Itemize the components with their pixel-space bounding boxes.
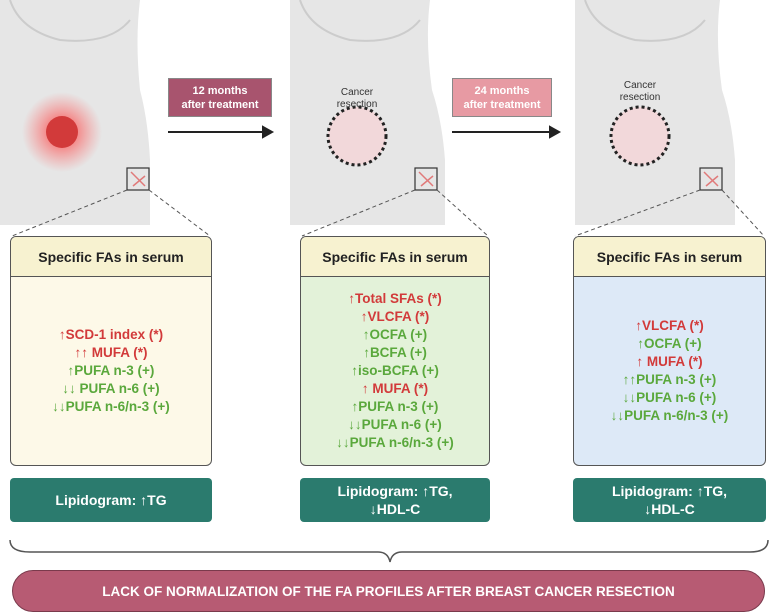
fa-item: ↓↓PUFA n-6/n-3 (+) (336, 435, 454, 450)
stage-label: 24 months after treatment (452, 78, 552, 117)
fa-item: ↑OCFA (+) (362, 327, 428, 342)
fa-item: ↓↓PUFA n-6/n-3 (+) (610, 408, 729, 423)
resection-line: Cancer (340, 87, 374, 98)
lipidogram: Lipidogram: ↑TG, ↓HDL-C (300, 478, 490, 522)
fa-list: ↑Total SFAs (*) ↑VLCFA (*) ↑OCFA (+) ↑BCFA … (301, 277, 489, 465)
brace (9, 539, 769, 563)
resection-line: Cancer (623, 80, 657, 91)
lipidogram-line: Lipidogram: ↑TG, (611, 483, 728, 499)
panel-header: Specific FAs in serum (11, 237, 211, 277)
lipidogram: Lipidogram: ↑TG (10, 478, 212, 522)
figure-3 (575, 0, 735, 225)
resection-line: resection (619, 92, 661, 103)
stage-line: 12 months (192, 84, 248, 97)
arrows (168, 125, 562, 139)
fa-item: ↑PUFA n-3 (+) (351, 399, 439, 414)
fa-item: ↑iso-BCFA (+) (351, 363, 439, 378)
lipidogram-line: ↓HDL-C (644, 501, 695, 517)
fa-item: ↑ MUFA (*) (636, 354, 703, 369)
fa-panel: Specific FAs in serum ↑VLCFA (*) ↑OCFA (+)… (573, 236, 766, 466)
fa-item: ↑VLCFA (*) (635, 318, 704, 333)
fa-panel: Specific FAs in serum ↑Total SFAs (*) ↑VLC… (300, 236, 490, 466)
resection-label: Cancer resection (600, 80, 680, 104)
fa-list: ↑VLCFA (*) ↑OCFA (+) ↑ MUFA (*) ↑↑PUFA n-3 … (574, 277, 765, 465)
lipidogram-line: ↓HDL-C (369, 501, 421, 517)
conclusion-banner: LACK OF NORMALIZATION OF THE FA PROFILES… (12, 570, 765, 612)
fa-item: ↓↓PUFA n-6/n-3 (+) (52, 399, 170, 414)
fa-item: ↓↓PUFA n-6 (+) (348, 417, 442, 432)
stage-line: 24 months (474, 84, 530, 97)
fa-item: ↑VLCFA (*) (360, 309, 430, 324)
fa-item: ↓↓ PUFA n-6 (+) (62, 381, 160, 396)
fa-item: ↑PUFA n-3 (+) (67, 363, 155, 378)
fa-panel: Specific FAs in serum ↑SCD-1 index (*) ↑↑ … (10, 236, 212, 466)
stage-label: 12 months after treatment (168, 78, 272, 117)
lipidogram-line: Lipidogram: ↑TG (55, 492, 167, 508)
panel-header: Specific FAs in serum (574, 237, 765, 277)
panel-header: Specific FAs in serum (301, 237, 489, 277)
resection-line: resection (336, 99, 378, 110)
lipidogram: Lipidogram: ↑TG, ↓HDL-C (573, 478, 766, 522)
figure-1 (0, 0, 150, 225)
fa-item: ↓↓PUFA n-6 (+) (622, 390, 717, 405)
resection-label: Cancer resection (317, 87, 397, 111)
fa-item: ↑↑PUFA n-3 (+) (622, 372, 717, 387)
zoom-lines (11, 189, 765, 237)
fa-item: ↑ MUFA (*) (361, 381, 429, 396)
fa-item: ↑BCFA (+) (363, 345, 427, 360)
lipidogram-line: Lipidogram: ↑TG, (337, 483, 453, 499)
fa-item: ↑↑ MUFA (*) (74, 345, 148, 360)
stage-line: after treatment (181, 98, 259, 111)
fa-list: ↑SCD-1 index (*) ↑↑ MUFA (*) ↑PUFA n-3 (+)… (11, 277, 211, 465)
stage-line: after treatment (463, 98, 541, 111)
fa-item: ↑OCFA (+) (637, 336, 702, 351)
fa-item: ↑Total SFAs (*) (348, 291, 442, 306)
figure-2 (290, 0, 445, 225)
fa-item: ↑SCD-1 index (*) (58, 327, 164, 342)
